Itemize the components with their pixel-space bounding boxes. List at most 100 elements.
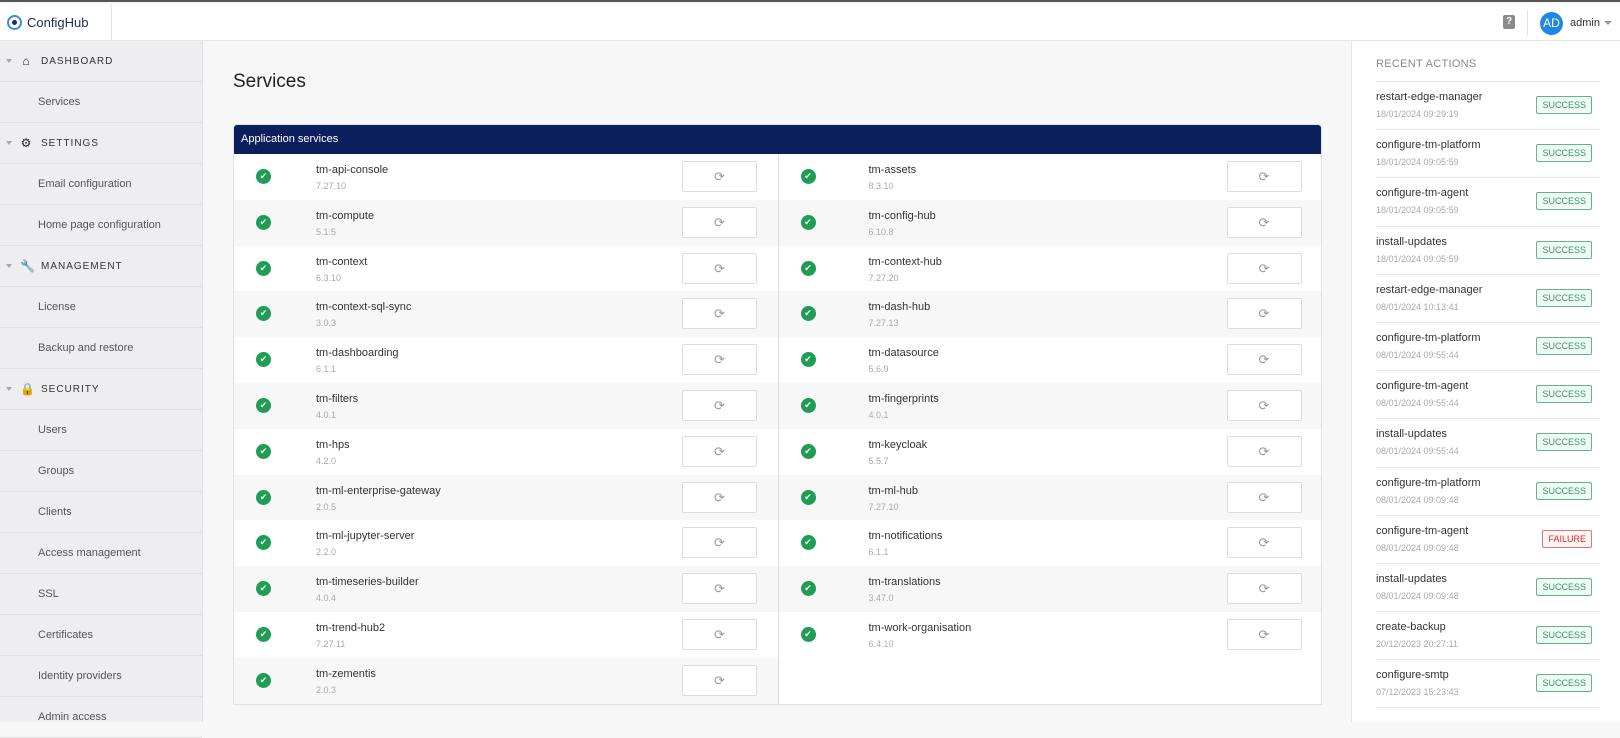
sidebar-label: Clients <box>38 506 72 518</box>
restart-service-button[interactable]: ⟳ <box>682 161 757 192</box>
service-row: ✔ tm-api-console 7.27.10 ⟳ <box>234 154 778 200</box>
sidebar-label: MANAGEMENT <box>41 260 123 272</box>
recent-action-item[interactable]: configure-tm-platform 18/01/2024 09:05:59… <box>1376 130 1600 179</box>
restart-service-button[interactable]: ⟳ <box>682 618 757 650</box>
recent-action-item[interactable]: create-backup 20/12/2023 20:27:11 SUCCESS <box>1376 612 1600 661</box>
service-name: tm-compute <box>316 209 375 222</box>
chevron-down-icon[interactable] <box>1604 21 1612 25</box>
recent-action-item[interactable]: configure-tm-agent 18/01/2024 09:05:59 SUC… <box>1376 178 1600 227</box>
restart-service-button[interactable]: ⟳ <box>1226 298 1302 330</box>
recent-action-item[interactable]: configure-tm-platform 08/01/2024 09:09:48… <box>1376 468 1600 516</box>
caret-down-icon[interactable] <box>6 141 12 145</box>
recent-action-item[interactable]: restart-edge-manager 08/01/2024 10:13:41 S… <box>1376 275 1600 323</box>
user-menu[interactable]: admin <box>1570 17 1600 29</box>
sidebar-section-management[interactable]: 🔧 MANAGEMENT <box>0 246 202 287</box>
service-row: ✔ tm-timeseries-builder 4.0.4 ⟳ <box>234 566 778 612</box>
sidebar-item-access-management[interactable]: Access management <box>0 533 202 574</box>
service-name: tm-ml-hub <box>868 484 919 497</box>
action-name: configure-tm-platform <box>1376 331 1481 344</box>
service-row: ✔ tm-context 6.3.10 ⟳ <box>234 246 778 292</box>
restart-service-button[interactable]: ⟳ <box>1226 435 1302 467</box>
recent-action-item[interactable]: configure-tm-platform 08/01/2024 09:55:44… <box>1376 323 1600 372</box>
sidebar-item-home-page-configuration[interactable]: Home page configuration <box>0 205 202 246</box>
status-badge: SUCCESS <box>1536 674 1592 693</box>
refresh-icon: ⟳ <box>1258 535 1270 551</box>
restart-service-button[interactable]: ⟳ <box>1226 389 1302 421</box>
restart-service-button[interactable]: ⟳ <box>1226 618 1302 650</box>
sidebar-item-users[interactable]: Users <box>0 410 202 451</box>
restart-service-button[interactable]: ⟳ <box>682 252 757 284</box>
sidebar-label: Certificates <box>38 629 94 641</box>
restart-service-button[interactable]: ⟳ <box>682 481 757 513</box>
section-icon: ⚙ <box>20 136 33 150</box>
service-name: tm-context <box>316 255 368 268</box>
service-row: ✔ tm-translations 3.47.0 ⟳ <box>778 566 1321 612</box>
action-time: 08/01/2024 09:09:48 <box>1376 590 1459 601</box>
restart-service-button[interactable]: ⟳ <box>1226 527 1302 559</box>
action-time: 18/01/2024 09:29:19 <box>1376 109 1459 119</box>
sidebar-item-groups[interactable]: Groups <box>0 451 202 492</box>
status-ok-icon: ✔ <box>256 535 271 551</box>
sidebar-label: Users <box>38 424 67 436</box>
top-bar: ConfigHub ? AD admin <box>0 4 1620 41</box>
restart-service-button[interactable]: ⟳ <box>1226 481 1302 513</box>
logo[interactable]: ConfigHub <box>0 4 112 41</box>
sidebar-item-license[interactable]: License <box>0 287 202 328</box>
service-row: ✔ tm-dashboarding 6.1.1 ⟳ <box>234 337 778 383</box>
recent-actions-title: RECENT ACTIONS <box>1376 58 1477 70</box>
restart-service-button[interactable]: ⟳ <box>682 206 757 238</box>
restart-service-button[interactable]: ⟳ <box>682 527 757 559</box>
recent-action-item[interactable]: configure-tm-agent 08/01/2024 09:09:48 FAI… <box>1376 516 1600 564</box>
recent-action-item[interactable]: install-updates 18/01/2024 09:05:59 SUCCES… <box>1376 227 1600 275</box>
restart-service-button[interactable]: ⟳ <box>1226 161 1302 192</box>
sidebar-item-email-configuration[interactable]: Email configuration <box>0 164 202 205</box>
action-time: 08/01/2024 09:55:44 <box>1376 446 1459 457</box>
restart-service-button[interactable]: ⟳ <box>1226 344 1302 376</box>
sidebar-item-identity-providers[interactable]: Identity providers <box>0 656 202 697</box>
sidebar-section-settings[interactable]: ⚙ SETTINGS <box>0 123 202 164</box>
service-version: 2.0.5 <box>316 501 337 512</box>
recent-action-item[interactable]: configure-tm-agent 08/01/2024 09:55:44 SUC… <box>1376 371 1600 420</box>
sidebar-item-services[interactable]: Services <box>0 82 202 123</box>
restart-service-button[interactable]: ⟳ <box>682 298 757 330</box>
recent-action-item[interactable]: install-updates 08/01/2024 09:09:48 SUCCES… <box>1376 564 1600 613</box>
restart-service-button[interactable]: ⟳ <box>682 344 757 376</box>
caret-down-icon[interactable] <box>6 264 12 268</box>
restart-service-button[interactable]: ⟳ <box>1226 206 1302 238</box>
restart-service-button[interactable]: ⟳ <box>682 435 757 467</box>
refresh-icon: ⟳ <box>1258 397 1270 413</box>
service-row: ✔ tm-ml-enterprise-gateway 2.0.5 ⟳ <box>234 474 778 521</box>
status-ok-icon: ✔ <box>256 260 271 276</box>
sidebar-item-ssl[interactable]: SSL <box>0 574 202 615</box>
status-badge: SUCCESS <box>1536 433 1592 452</box>
service-version: 5.6.9 <box>868 364 889 375</box>
caret-down-icon[interactable] <box>6 387 12 391</box>
status-badge: SUCCESS <box>1536 336 1592 355</box>
sidebar-section-security[interactable]: 🔒 SECURITY <box>0 369 202 410</box>
service-name: tm-fingerprints <box>868 392 939 405</box>
sidebar-label: SECURITY <box>41 383 100 395</box>
sidebar-item-admin-access[interactable]: Admin access <box>0 697 202 738</box>
restart-service-button[interactable]: ⟳ <box>1226 252 1302 284</box>
status-ok-icon: ✔ <box>800 352 816 368</box>
restart-service-button[interactable]: ⟳ <box>682 664 757 696</box>
restart-service-button[interactable]: ⟳ <box>682 389 757 421</box>
restart-service-button[interactable]: ⟳ <box>1226 573 1302 605</box>
sidebar-section-dashboard[interactable]: ⌂ DASHBOARD <box>0 41 202 82</box>
sidebar-item-backup-and-restore[interactable]: Backup and restore <box>0 328 202 369</box>
help-icon[interactable]: ? <box>1503 15 1515 29</box>
action-name: install-updates <box>1376 428 1447 441</box>
action-name: configure-tm-agent <box>1376 380 1469 393</box>
recent-action-item[interactable]: install-updates 08/01/2024 09:55:44 SUCCES… <box>1376 419 1600 468</box>
service-name: tm-filters <box>316 392 359 405</box>
avatar[interactable]: AD <box>1540 12 1563 35</box>
service-row: ✔ tm-notifications 6.1.1 ⟳ <box>779 520 1322 566</box>
restart-service-button[interactable]: ⟳ <box>682 573 757 605</box>
caret-down-icon[interactable] <box>6 59 12 63</box>
recent-action-item[interactable]: configure-smtp 07/12/2023 15:23:43 SUCCESS <box>1376 660 1600 709</box>
sidebar-item-certificates[interactable]: Certificates <box>0 615 202 656</box>
sidebar-item-clients[interactable]: Clients <box>0 492 202 533</box>
service-version: 2.2.0 <box>316 547 337 558</box>
recent-action-item[interactable]: restart-edge-manager 18/01/2024 09:29:19 S… <box>1376 82 1600 131</box>
service-version: 7.27.11 <box>316 638 346 649</box>
